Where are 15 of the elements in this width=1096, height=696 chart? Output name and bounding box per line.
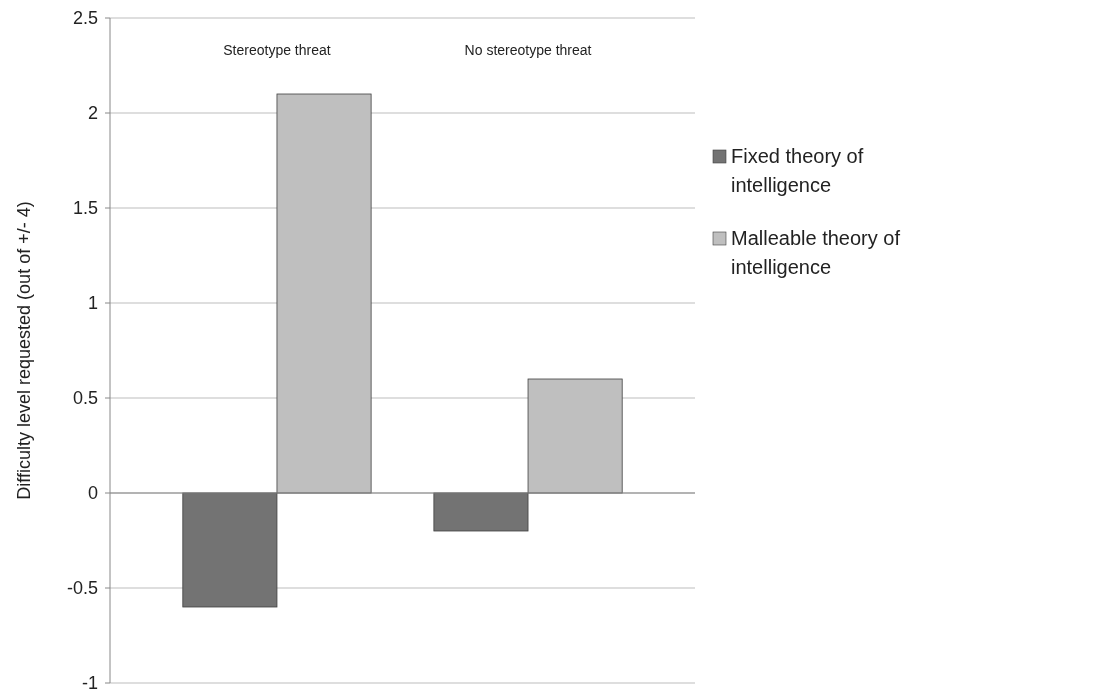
- y-axis-title: Difficulty level requested (out of +/- 4): [14, 201, 34, 500]
- bar: [433, 492, 529, 532]
- x-tick-label: No stereotype threat: [464, 42, 592, 58]
- y-tick-label: -0.5: [66, 578, 98, 599]
- legend-label: Malleable theory of intelligence: [731, 227, 901, 278]
- bar: [182, 492, 278, 608]
- y-tick-label: 2.5: [72, 8, 98, 29]
- y-tick-label: 1: [87, 293, 98, 314]
- x-tick-label: Stereotype threat: [223, 42, 331, 58]
- y-tick-label: 0.5: [72, 388, 98, 409]
- y-tick-label: -1: [81, 673, 98, 694]
- legend-label: Fixed theory of intelligence: [731, 145, 864, 196]
- y-tick-label: 1.5: [72, 198, 98, 219]
- y-tick-label: 0: [87, 483, 98, 504]
- y-tick-label: 2: [87, 103, 98, 124]
